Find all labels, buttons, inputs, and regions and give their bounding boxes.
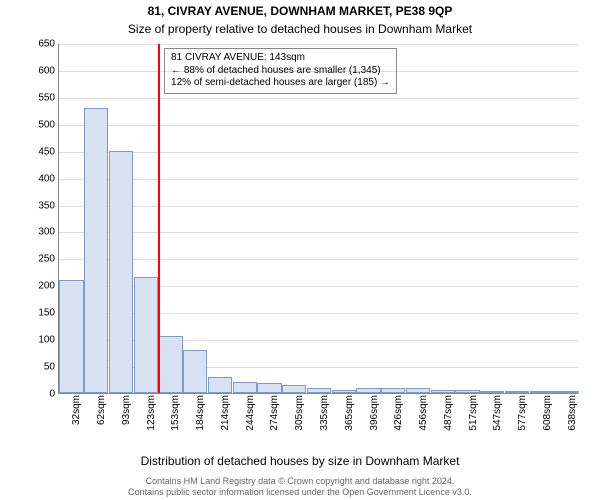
histogram-bar <box>505 391 529 393</box>
y-tick-label: 650 <box>38 39 59 50</box>
histogram-bar <box>109 151 133 393</box>
x-tick-label: 577sqm <box>517 395 528 431</box>
x-tick-label: 214sqm <box>220 395 231 431</box>
histogram-bar <box>282 385 306 393</box>
gridline <box>59 232 578 233</box>
x-tick-label: 153sqm <box>170 395 181 431</box>
histogram-bar <box>208 377 232 393</box>
y-tick-label: 400 <box>38 173 59 184</box>
histogram-bar <box>257 383 281 393</box>
x-tick-label: 608sqm <box>542 395 553 431</box>
y-tick-label: 550 <box>38 92 59 103</box>
gridline <box>59 152 578 153</box>
annotation-line: 12% of semi-detached houses are larger (… <box>171 77 390 90</box>
x-tick-label: 396sqm <box>369 395 380 431</box>
histogram-bar <box>381 388 405 393</box>
plot-area: 0501001502002503003504004505005506006503… <box>58 44 578 394</box>
x-tick-label: 547sqm <box>492 395 503 431</box>
y-tick-label: 350 <box>38 200 59 211</box>
x-axis-label: Distribution of detached houses by size … <box>0 454 600 468</box>
gridline <box>59 44 578 45</box>
footer-line1: Contains HM Land Registry data © Crown c… <box>0 476 600 487</box>
chart-title-line2: Size of property relative to detached ho… <box>0 22 600 36</box>
y-tick-label: 0 <box>49 389 59 400</box>
x-tick-label: 244sqm <box>245 395 256 431</box>
x-tick-label: 123sqm <box>146 395 157 431</box>
gridline <box>59 206 578 207</box>
reference-annotation: 81 CIVRAY AVENUE: 143sqm← 88% of detache… <box>164 48 397 94</box>
gridline <box>59 125 578 126</box>
gridline <box>59 259 578 260</box>
histogram-bar <box>233 382 257 393</box>
annotation-line: 81 CIVRAY AVENUE: 143sqm <box>171 52 390 65</box>
reference-line <box>158 44 160 393</box>
x-tick-label: 426sqm <box>393 395 404 431</box>
histogram-bar <box>480 391 504 393</box>
x-tick-label: 456sqm <box>418 395 429 431</box>
histogram-bar <box>554 391 578 393</box>
x-tick-label: 274sqm <box>269 395 280 431</box>
y-tick-label: 450 <box>38 146 59 157</box>
histogram-bar <box>455 390 479 393</box>
histogram-bar <box>406 388 430 393</box>
x-tick-label: 335sqm <box>319 395 330 431</box>
x-tick-label: 365sqm <box>344 395 355 431</box>
x-tick-label: 184sqm <box>195 395 206 431</box>
histogram-bar <box>134 277 158 393</box>
gridline <box>59 179 578 180</box>
x-tick-label: 305sqm <box>294 395 305 431</box>
histogram-bar <box>332 390 356 393</box>
histogram-bar <box>530 391 554 393</box>
histogram-bar <box>183 350 207 393</box>
chart-title-line1: 81, CIVRAY AVENUE, DOWNHAM MARKET, PE38 … <box>0 4 600 18</box>
x-tick-label: 32sqm <box>71 395 82 425</box>
y-tick-label: 50 <box>44 362 59 373</box>
annotation-line: ← 88% of detached houses are smaller (1,… <box>171 65 390 78</box>
histogram-bar <box>84 108 108 393</box>
histogram-chart: 81, CIVRAY AVENUE, DOWNHAM MARKET, PE38 … <box>0 0 600 500</box>
y-tick-label: 200 <box>38 281 59 292</box>
histogram-bar <box>356 388 380 393</box>
y-tick-label: 100 <box>38 335 59 346</box>
footer-attribution: Contains HM Land Registry data © Crown c… <box>0 476 600 498</box>
x-tick-label: 93sqm <box>121 395 132 425</box>
histogram-bar <box>158 336 182 393</box>
y-tick-label: 300 <box>38 227 59 238</box>
y-tick-label: 150 <box>38 308 59 319</box>
x-tick-label: 62sqm <box>96 395 107 425</box>
y-tick-label: 250 <box>38 254 59 265</box>
histogram-bar <box>431 390 455 393</box>
y-tick-label: 500 <box>38 119 59 130</box>
histogram-bar <box>59 280 83 393</box>
footer-line2: Contains public sector information licen… <box>0 487 600 498</box>
histogram-bar <box>307 388 331 393</box>
y-tick-label: 600 <box>38 65 59 76</box>
gridline <box>59 98 578 99</box>
x-tick-label: 487sqm <box>443 395 454 431</box>
x-tick-label: 517sqm <box>468 395 479 431</box>
x-tick-label: 638sqm <box>567 395 578 431</box>
